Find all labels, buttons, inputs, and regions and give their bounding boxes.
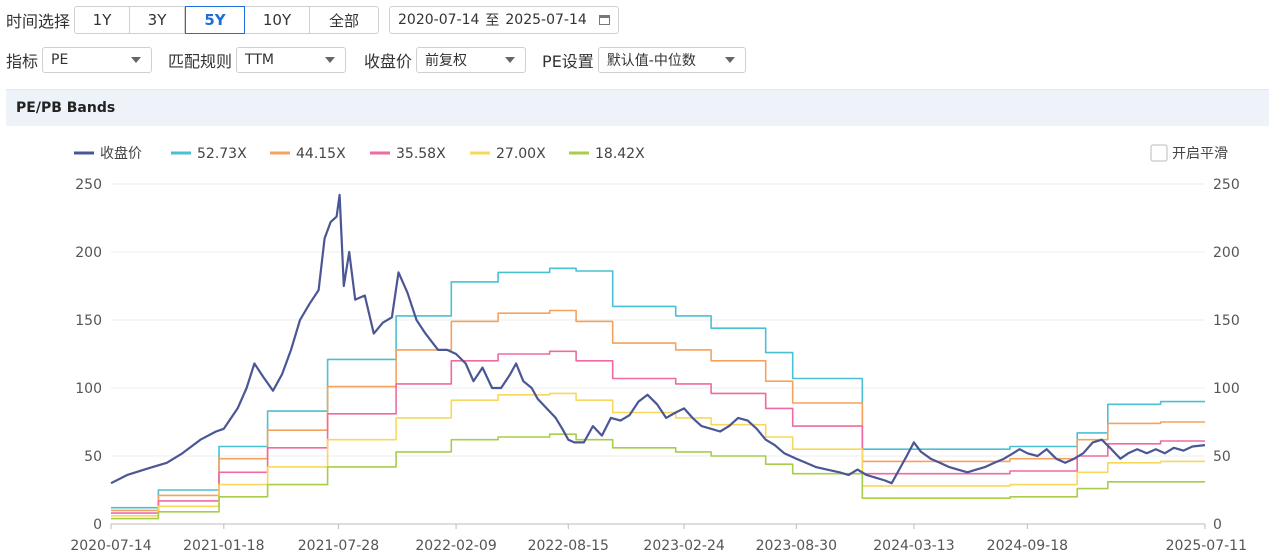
close-price-value: 前复权 <box>425 53 468 69</box>
x-tick-label: 2022-02-09 <box>415 538 496 554</box>
date-end: 2025-07-14 <box>505 12 587 28</box>
x-axis: 2020-07-14 2021-01-18 2021-07-28 2022-02-09… <box>70 524 1247 554</box>
legend-label: 35.58X <box>396 146 446 162</box>
chevron-down-icon <box>724 57 735 63</box>
y-tick-label-left: 0 <box>93 517 102 533</box>
rule-select[interactable]: TTM <box>236 47 347 73</box>
panel-title: PE/PB Bands <box>16 100 116 116</box>
time-label: 时间选择 <box>6 12 71 31</box>
time-option-10y[interactable]: 10Y <box>245 7 311 33</box>
x-tick-label: 2024-03-13 <box>873 538 954 554</box>
y-tick-label-left: 50 <box>84 449 102 465</box>
y-tick-label-right: 150 <box>1213 313 1240 329</box>
x-tick-label: 2025-07-11 <box>1166 538 1247 554</box>
legend-item-b1[interactable]: 52.73X <box>171 146 247 162</box>
legend-item-b2[interactable]: 44.15X <box>270 146 346 162</box>
close-price-label: 收盘价 <box>364 52 413 71</box>
time-option-5y[interactable]: 5Y <box>185 6 246 34</box>
calendar-icon[interactable] <box>598 15 610 25</box>
x-tick-label: 2024-09-18 <box>987 538 1068 554</box>
legend-item-b5[interactable]: 18.42X <box>569 146 645 162</box>
rule-value: TTM <box>245 52 274 68</box>
date-range-picker[interactable]: 2020-07-14 至 2025-07-14 <box>389 6 619 34</box>
y-tick-label-right: 100 <box>1213 381 1240 397</box>
pe-setting-label: PE设置 <box>542 52 594 71</box>
legend-label: 收盘价 <box>100 145 142 162</box>
legend-item-close[interactable]: 收盘价 <box>74 145 142 162</box>
indicator-filter-row: 指标 PE 匹配规则 TTM 收盘价 前复权 PE设置 默认值-中位数 <box>0 44 746 76</box>
smooth-toggle[interactable]: 开启平滑 <box>1150 144 1228 162</box>
series-line-b3 <box>111 350 1205 514</box>
smooth-label: 开启平滑 <box>1172 145 1228 162</box>
series-line-b4 <box>111 392 1205 517</box>
indicator-value: PE <box>51 52 69 68</box>
x-tick-label: 2023-08-30 <box>756 538 837 554</box>
date-start: 2020-07-14 <box>398 12 480 28</box>
pe-setting-value: 默认值-中位数 <box>606 53 696 69</box>
series-lines <box>110 193 1206 520</box>
series-line-b2 <box>111 309 1205 512</box>
legend-item-b3[interactable]: 35.58X <box>370 146 446 162</box>
indicator-label: 指标 <box>6 52 39 71</box>
legend-label: 18.42X <box>595 146 645 162</box>
chevron-down-icon <box>131 57 142 63</box>
legend-label: 52.73X <box>197 146 247 162</box>
panel-header: PE/PB Bands <box>6 89 1269 126</box>
y-axis-right: 0 50 100 150 200 250 <box>1213 177 1240 533</box>
time-filter-row: 时间选择 1Y 3Y 5Y 10Y 全部 2020-07-14 至 2025-0… <box>0 4 619 36</box>
y-tick-label-right: 250 <box>1213 177 1240 193</box>
y-tick-label-left: 200 <box>75 245 102 261</box>
x-tick-label: 2021-07-28 <box>298 538 379 554</box>
grid-lines <box>111 183 1205 525</box>
x-tick-label: 2020-07-14 <box>70 538 151 554</box>
y-tick-label-left: 250 <box>75 177 102 193</box>
date-separator: 至 <box>485 13 500 29</box>
x-tick-label: 2021-01-18 <box>183 538 264 554</box>
y-tick-label-right: 50 <box>1213 449 1231 465</box>
pe-setting-select[interactable]: 默认值-中位数 <box>597 47 746 73</box>
y-tick-label-right: 200 <box>1213 245 1240 261</box>
y-tick-label-left: 150 <box>75 313 102 329</box>
legend-label: 44.15X <box>296 146 346 162</box>
y-tick-label-right: 0 <box>1213 517 1222 533</box>
legend: 收盘价 52.73X 44.15X 35.58X 27.00X 18.42X <box>74 145 645 162</box>
time-range-selector: 1Y 3Y 5Y 10Y 全部 <box>74 6 380 34</box>
close-price-select[interactable]: 前复权 <box>416 47 527 73</box>
time-option-all[interactable]: 全部 <box>329 11 360 30</box>
chevron-down-icon <box>505 57 516 63</box>
series-line-b1 <box>111 267 1205 509</box>
indicator-select[interactable]: PE <box>42 47 153 73</box>
time-option-3y[interactable]: 3Y <box>130 7 186 33</box>
y-axis-left: 0 50 100 150 200 250 <box>75 177 102 533</box>
series-line-close <box>110 193 1206 485</box>
y-tick-label-left: 100 <box>75 381 102 397</box>
smooth-checkbox[interactable] <box>1150 144 1168 162</box>
x-tick-label: 2022-08-15 <box>528 538 609 554</box>
legend-label: 27.00X <box>496 146 546 162</box>
chevron-down-icon <box>325 57 336 63</box>
time-option-1y[interactable]: 1Y <box>75 7 131 33</box>
rule-label: 匹配规则 <box>168 52 233 71</box>
series-line-b5 <box>111 433 1205 520</box>
legend-item-b4[interactable]: 27.00X <box>470 146 546 162</box>
x-tick-label: 2023-02-24 <box>643 538 724 554</box>
